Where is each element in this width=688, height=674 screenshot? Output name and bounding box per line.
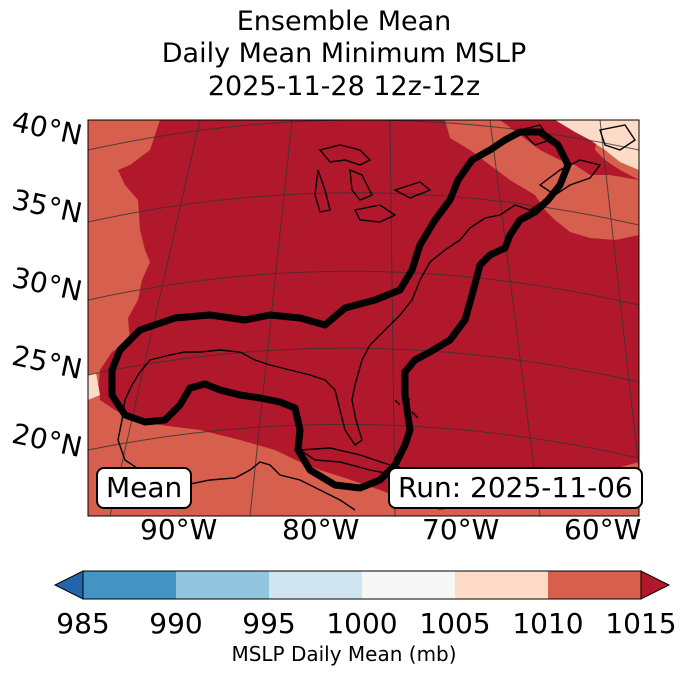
colorbar-bin-990-995 [176, 571, 269, 599]
lon-label-80w: 80°W [282, 513, 360, 546]
map-border [87, 119, 640, 517]
colorbar-tick-1005: 1005 [419, 607, 491, 640]
colorbar-bin-1010-1015 [548, 571, 641, 599]
lon-label-70w: 70°W [422, 513, 500, 546]
colorbar-extend-high [640, 570, 671, 600]
mean-label-box: Mean [96, 467, 193, 509]
pressure-contour-1015 [108, 128, 572, 492]
colorbar-label: MSLP Daily Mean (mb) [231, 642, 457, 666]
lon-label-60w: 60°W [564, 513, 642, 546]
colorbar-extend-low [53, 570, 84, 600]
colorbar-tick-1010: 1010 [512, 607, 584, 640]
colorbar-bin-1000-1005 [362, 571, 455, 599]
run-date-box: Run: 2025-11-06 [388, 467, 643, 509]
colorbar-tick-995: 995 [242, 607, 296, 640]
colorbar-tick-985: 985 [56, 607, 110, 640]
colorbar-bin-985-990 [83, 571, 176, 599]
colorbar [53, 570, 671, 600]
colorbar-tick-990: 990 [149, 607, 203, 640]
colorbar-bin-995-1000 [269, 571, 362, 599]
pressure-field-1010-southwest [88, 380, 639, 516]
title-line-2: Daily Mean Minimum MSLP [161, 38, 527, 69]
colorbar-bin-1005-1010 [455, 571, 548, 599]
pressure-field-1005 [555, 120, 639, 170]
map-area [88, 120, 639, 516]
colorbar-tick-1000: 1000 [326, 607, 398, 640]
pressure-field-1010-west [88, 120, 160, 430]
title-line-3: 2025-11-28 12z-12z [207, 71, 481, 102]
pressure-field-1005-west [88, 373, 100, 400]
title-line-1: Ensemble Mean [236, 6, 452, 37]
lon-label-90w: 90°W [140, 513, 218, 546]
colorbar-tick-1015: 1015 [605, 607, 677, 640]
colorbar-frame [82, 570, 642, 600]
